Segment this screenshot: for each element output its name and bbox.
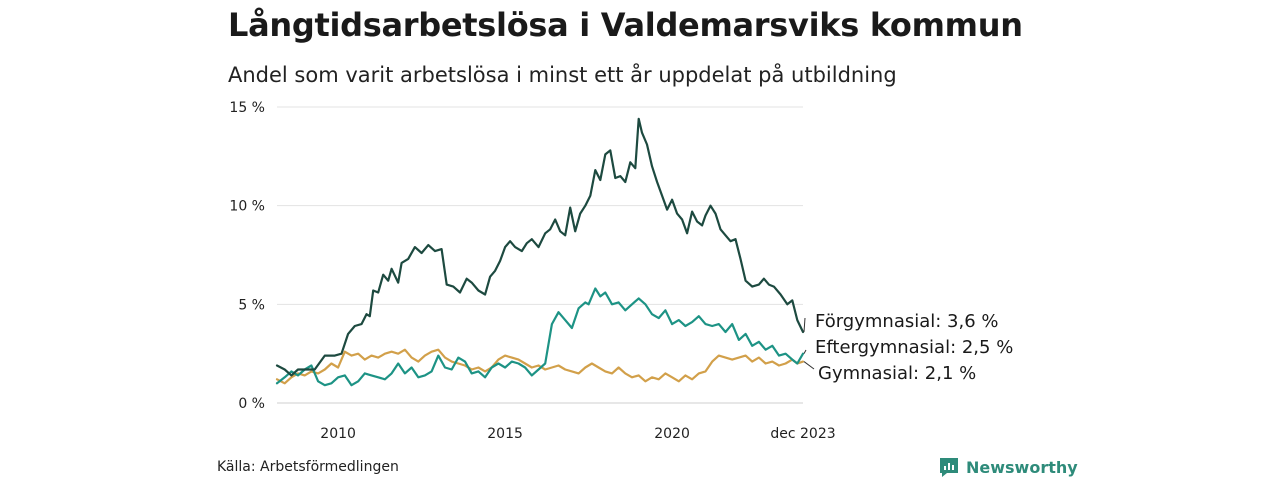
y-tick-label: 0 % bbox=[238, 396, 265, 412]
y-tick-label: 15 % bbox=[229, 100, 265, 116]
newsworthy-logo-icon bbox=[940, 458, 958, 477]
y-tick-label: 5 % bbox=[238, 297, 265, 313]
end-label-leader bbox=[803, 349, 807, 354]
end-label-eftergymnasial: Eftergymnasial: 2,5 % bbox=[815, 337, 1013, 358]
chart-title: Långtidsarbetslösa i Valdemarsviks kommu… bbox=[228, 6, 1023, 44]
y-tick-label: 10 % bbox=[229, 199, 265, 215]
chart-subtitle: Andel som varit arbetslösa i minst ett å… bbox=[228, 63, 897, 87]
chart-series bbox=[275, 117, 805, 387]
x-tick-label: 2020 bbox=[654, 426, 690, 442]
end-label-leader bbox=[803, 361, 815, 370]
series-line-gymnasial bbox=[275, 348, 805, 385]
x-tick-label: 2010 bbox=[320, 426, 356, 442]
x-tick-label: 2015 bbox=[487, 426, 523, 442]
source-note: Källa: Arbetsförmedlingen bbox=[217, 459, 399, 475]
chart-gridlines bbox=[277, 106, 803, 404]
series-line-eftergymnasial bbox=[275, 287, 805, 387]
series-line-förgymnasial bbox=[275, 117, 805, 377]
end-label-gymnasial: Gymnasial: 2,1 % bbox=[818, 363, 976, 384]
end-label-leader bbox=[803, 317, 806, 332]
series-end-labels: Förgymnasial: 3,6 % Eftergymnasial: 2,5 %… bbox=[803, 311, 1013, 384]
brand-name: Newsworthy bbox=[966, 457, 1078, 477]
end-label-förgymnasial: Förgymnasial: 3,6 % bbox=[815, 311, 999, 332]
y-axis-tick-labels: 0 % 5 % 10 % 15 % bbox=[229, 100, 265, 412]
x-tick-label: dec 2023 bbox=[770, 426, 835, 442]
newsworthy-brand[interactable]: Newsworthy bbox=[938, 456, 1078, 478]
x-axis-tick-labels: 2010 2015 2020 dec 2023 bbox=[320, 426, 835, 442]
